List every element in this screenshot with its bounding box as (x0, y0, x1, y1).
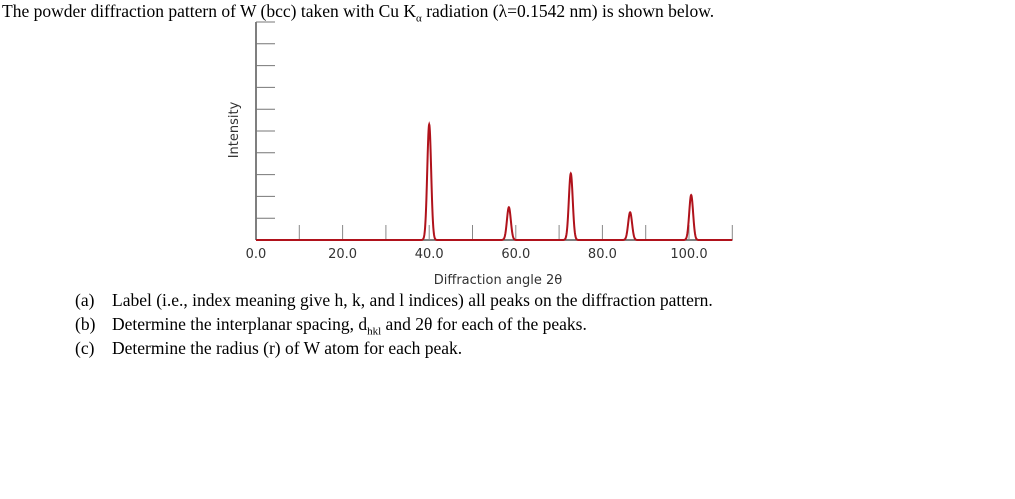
x-tick-label: 40.0 (415, 247, 444, 262)
question-b: (b) Determine the interplanar spacing, dh… (75, 314, 587, 338)
peak-marker (569, 172, 572, 175)
diffraction-trace (256, 121, 733, 241)
question-text: Determine the interplanar spacing, d (112, 314, 368, 334)
y-axis-label: Intensity (227, 101, 242, 158)
question-text: Label (i.e., index meaning give h, k, an… (112, 290, 713, 310)
question-c: (c) Determine the radius (r) of W atom fo… (75, 338, 462, 359)
question-subscript: hkl (367, 325, 382, 338)
peak-marker (690, 194, 692, 196)
axes (255, 21, 733, 241)
peak-marker (629, 211, 631, 214)
x-tick-label: 0.0 (246, 247, 267, 262)
x-tick-label: 80.0 (588, 247, 617, 262)
peak-marker (428, 123, 431, 126)
x-tick-label: 100.0 (670, 247, 707, 262)
question-label: (a) (75, 290, 95, 310)
x-tick-label: 20.0 (328, 247, 357, 262)
question-a: (a) Label (i.e., index meaning give h, k,… (75, 290, 713, 311)
peak-marker (508, 206, 510, 209)
title-text: The powder diffraction pattern of W (bcc… (2, 1, 417, 21)
question-label: (b) (75, 314, 96, 334)
x-axis-label: Diffraction angle 2θ (434, 273, 563, 288)
x-tick-labels: 0.0 20.0 40.0 60.0 80.0 100.0 (246, 247, 708, 262)
title-text-end: radiation (λ=0.1542 nm) is shown below. (421, 1, 715, 21)
question-label: (c) (75, 338, 95, 358)
problem-statement: The powder diffraction pattern of W (bcc… (2, 1, 714, 25)
question-text-end: and 2θ for each of the peaks. (381, 314, 587, 334)
question-text: Determine the radius (r) of W atom for e… (112, 338, 463, 358)
x-tick-label: 60.0 (501, 247, 530, 262)
title-subscript: α (416, 12, 422, 25)
